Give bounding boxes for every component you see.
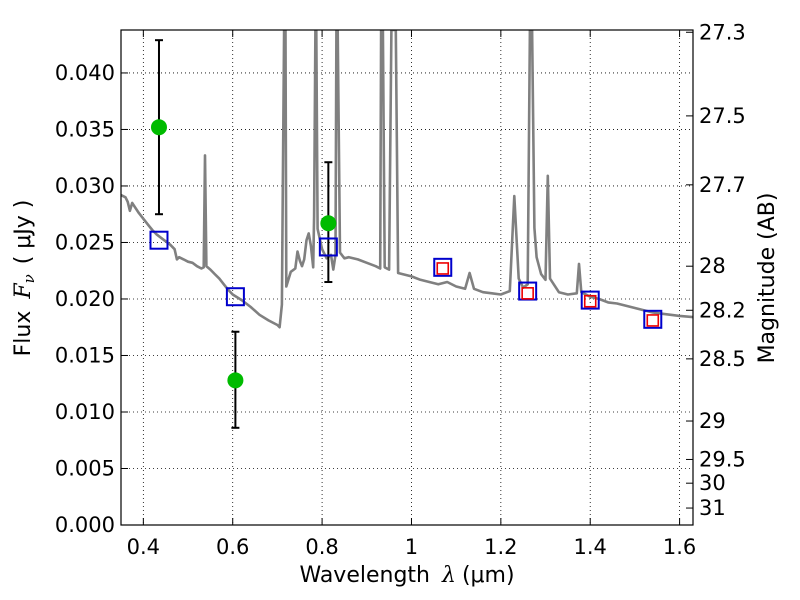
y-axis-label-subscript: ν (20, 274, 38, 283)
y-tick-label: 0.015 (55, 343, 115, 367)
x-tick-label: 1.2 (484, 535, 517, 559)
y-tick-label: 0.000 (55, 513, 115, 537)
x-tick-label: 0.6 (216, 535, 249, 559)
y2-tick-label: 28.5 (699, 347, 746, 371)
y2-tick-label: 29.5 (699, 447, 746, 471)
y-tick-label: 0.040 (55, 61, 115, 85)
model-square-red (521, 287, 534, 300)
observed-point (150, 119, 167, 136)
y-axis-label-text: Flux (11, 311, 36, 357)
x-axis-label-unit: (μm) (462, 563, 515, 588)
y2-tick-label: 30 (699, 471, 726, 495)
plot-area (121, 30, 693, 429)
model-square-blue (149, 230, 169, 250)
model-square-red (583, 294, 597, 308)
plot-background (121, 30, 693, 525)
model-square-blue (643, 309, 663, 329)
y2-axis-label: Magnitude (AB) (755, 193, 780, 364)
model-square-red (646, 314, 660, 327)
x-tick-label: 1.6 (663, 535, 696, 559)
y-tick-label: 0.010 (55, 400, 115, 424)
y2-tick-label: 27.7 (699, 173, 746, 197)
y2-tick-label: 28.2 (699, 298, 746, 322)
y-tick-label: 0.020 (55, 287, 115, 311)
y-tick-label: 0.025 (55, 230, 115, 254)
model-square-blue (318, 237, 338, 257)
y-tick-label: 0.035 (55, 117, 115, 141)
observed-point (227, 372, 244, 389)
y-axis-label-symbol: F (11, 283, 36, 300)
x-tick-label: 0.4 (127, 535, 160, 559)
x-axis-label-text: Wavelength (299, 563, 430, 588)
y2-tick-label: 29 (699, 409, 726, 433)
model-square-blue (433, 257, 453, 277)
y2-tick-label: 28 (699, 254, 726, 278)
y-tick-label: 0.005 (55, 456, 115, 480)
ticks: 0.4 0.6 0.8 1 1.2 1.4 1.6 0.000 0.005 0.010 0.015 0… (55, 20, 746, 559)
x-tick-label: 0.8 (305, 535, 338, 559)
plot-frame (120, 29, 694, 526)
spectrum-line (121, 30, 693, 329)
observed-point (320, 215, 337, 232)
model-square-red (436, 262, 450, 275)
x-axis-label: Wavelength λ (μm) (299, 563, 514, 588)
y2-tick-label: 27.5 (699, 104, 746, 128)
y2-tick-label: 27.3 (699, 20, 746, 44)
x-tick-label: 1.4 (574, 535, 607, 559)
model-square-blue (580, 290, 600, 310)
x-tick-label: 1 (405, 535, 418, 559)
model-square-blue (225, 287, 245, 307)
y2-tick-label: 31 (699, 496, 726, 520)
y-axis-label: Flux Fν ( μJy ) (11, 200, 38, 357)
y-tick-label: 0.030 (55, 174, 115, 198)
y-axis-label-unit: ( μJy ) (11, 200, 36, 265)
x-axis-label-symbol: λ (441, 563, 456, 588)
